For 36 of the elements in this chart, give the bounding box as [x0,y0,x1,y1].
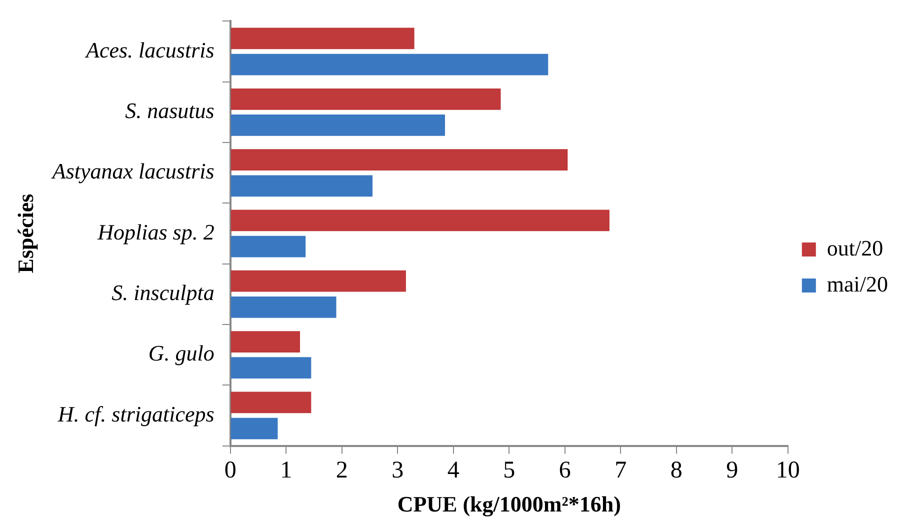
x-tick-label: 0 [224,457,236,484]
x-tick-label: 1 [280,457,292,484]
y-tick-label: S. nasutus [125,98,214,123]
bar [230,28,414,50]
bar [230,210,610,232]
x-tick-label: 6 [558,457,571,484]
x-tick-label: 4 [447,457,460,484]
bar [230,357,312,379]
x-tick-label: 8 [670,457,682,484]
y-tick-label: Hoplias sp. 2 [96,219,214,244]
y-axis-title: Espécies [12,193,38,274]
bar [230,54,548,76]
y-tick-label: Aces. lacustris [84,37,214,62]
x-tick-label: 10 [776,457,800,484]
bar [230,331,300,352]
x-tick-label: 7 [614,457,627,484]
y-tick-label: S. insculpta [112,280,214,305]
legend-label: mai/20 [826,271,888,296]
legend-label: out/20 [826,235,884,260]
y-tick-label: H. cf. strigaticeps [56,401,214,426]
bar [230,88,501,110]
bar [230,114,445,136]
bar [230,392,312,414]
bar [230,296,336,318]
x-tick-label: 2 [336,457,348,484]
bar [230,236,306,258]
bar [230,149,568,170]
bar [230,270,406,292]
x-tick-label: 3 [392,457,404,484]
y-tick-label: Astyanax lacustris [50,158,214,184]
x-tick-label: 5 [503,457,516,484]
x-axis-title: CPUE (kg/1000m²*16h) [397,491,621,516]
bar [230,175,373,197]
bar [230,418,278,440]
y-tick-label: G. gulo [148,340,214,366]
x-tick-label: 9 [726,457,738,484]
